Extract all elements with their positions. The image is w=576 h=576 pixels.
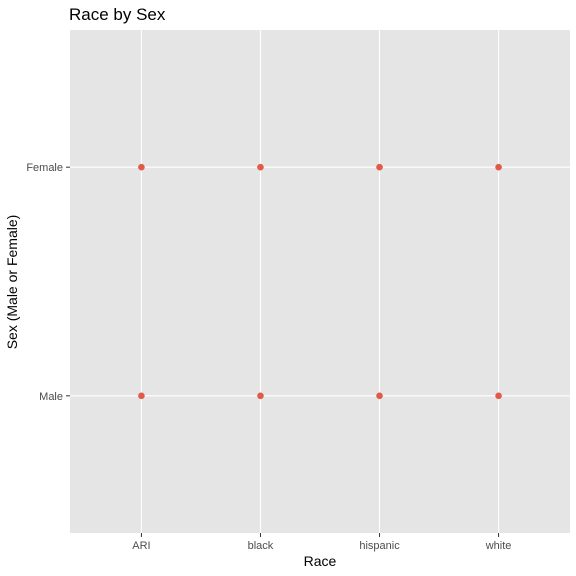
grid-lines [70, 30, 570, 533]
x-axis-title: Race [304, 553, 337, 569]
y-tick-label: Male [39, 391, 63, 403]
data-point [376, 392, 383, 400]
chart-title: Race by Sex [69, 5, 166, 24]
x-tick-label: hispanic [359, 540, 400, 552]
data-point [495, 392, 502, 400]
axis-ticks: ARI black hispanic white Male Female [26, 162, 511, 552]
data-point [495, 163, 502, 171]
data-point [138, 392, 145, 400]
x-tick-label: white [485, 540, 512, 552]
y-axis-title: Sex (Male or Female) [4, 215, 20, 350]
data-point [257, 163, 264, 171]
x-tick-label: black [248, 540, 274, 552]
data-point [376, 163, 383, 171]
y-tick-label: Female [26, 162, 63, 174]
data-point [257, 392, 264, 400]
data-points [138, 163, 502, 400]
plot-panel [70, 30, 570, 533]
data-point [138, 163, 145, 171]
x-tick-label: ARI [132, 540, 150, 552]
